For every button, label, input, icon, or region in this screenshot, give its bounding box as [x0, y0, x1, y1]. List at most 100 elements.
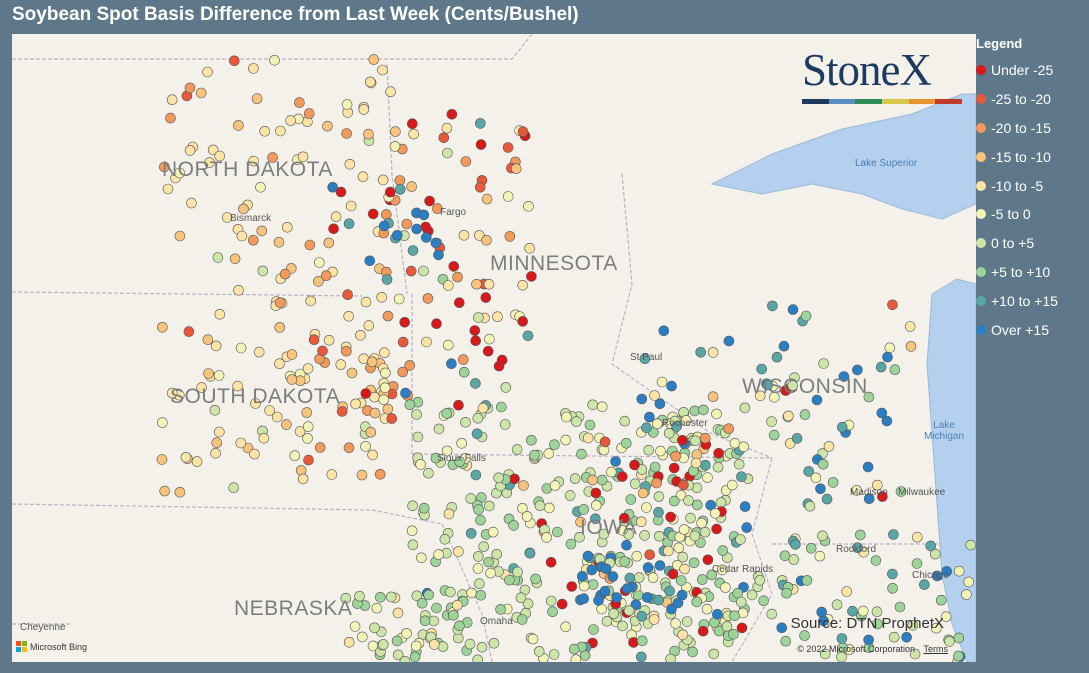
- station-dot[interactable]: [367, 208, 379, 220]
- station-dot[interactable]: [472, 551, 484, 562]
- station-dot[interactable]: [343, 442, 355, 454]
- station-dot[interactable]: [394, 175, 406, 186]
- station-dot[interactable]: [431, 318, 442, 330]
- station-dot[interactable]: [458, 366, 470, 378]
- station-dot[interactable]: [678, 479, 689, 491]
- station-dot[interactable]: [376, 291, 388, 303]
- station-dot[interactable]: [817, 530, 828, 542]
- station-dot[interactable]: [470, 469, 482, 481]
- station-dot[interactable]: [255, 182, 266, 193]
- station-dot[interactable]: [502, 142, 514, 153]
- station-dot[interactable]: [354, 590, 365, 602]
- station-dot[interactable]: [397, 336, 409, 348]
- station-dot[interactable]: [610, 456, 621, 467]
- station-dot[interactable]: [787, 380, 799, 391]
- station-dot[interactable]: [570, 654, 582, 662]
- station-dot[interactable]: [297, 151, 309, 163]
- station-dot[interactable]: [289, 450, 301, 462]
- station-dot[interactable]: [560, 434, 572, 446]
- station-dot[interactable]: [699, 432, 711, 444]
- terms-link[interactable]: Terms: [923, 644, 949, 654]
- station-dot[interactable]: [575, 516, 586, 528]
- station-dot[interactable]: [186, 197, 197, 209]
- station-dot[interactable]: [286, 374, 298, 385]
- station-dot[interactable]: [364, 76, 376, 88]
- station-dot[interactable]: [717, 545, 729, 556]
- station-dot[interactable]: [382, 310, 394, 322]
- station-dot[interactable]: [768, 429, 780, 441]
- station-dot[interactable]: [183, 326, 195, 337]
- station-dot[interactable]: [766, 608, 778, 620]
- station-dot[interactable]: [729, 437, 741, 449]
- station-dot[interactable]: [905, 341, 917, 352]
- station-dot[interactable]: [229, 55, 240, 67]
- station-dot[interactable]: [688, 557, 700, 569]
- station-dot[interactable]: [767, 300, 778, 312]
- station-dot[interactable]: [754, 390, 766, 402]
- station-dot[interactable]: [621, 583, 633, 594]
- station-dot[interactable]: [393, 293, 405, 305]
- station-dot[interactable]: [803, 466, 815, 477]
- station-dot[interactable]: [214, 426, 225, 438]
- station-dot[interactable]: [472, 654, 483, 662]
- station-dot[interactable]: [385, 86, 396, 98]
- station-dot[interactable]: [556, 598, 568, 610]
- station-dot[interactable]: [569, 473, 581, 485]
- station-dot[interactable]: [302, 433, 313, 444]
- station-dot[interactable]: [377, 639, 389, 650]
- station-dot[interactable]: [323, 334, 335, 346]
- station-dot[interactable]: [680, 415, 692, 426]
- station-dot[interactable]: [379, 382, 391, 394]
- station-dot[interactable]: [313, 257, 325, 268]
- station-dot[interactable]: [736, 471, 747, 483]
- station-dot[interactable]: [649, 390, 660, 401]
- station-dot[interactable]: [623, 605, 635, 617]
- station-dot[interactable]: [485, 567, 496, 579]
- station-dot[interactable]: [543, 502, 555, 514]
- station-dot[interactable]: [887, 582, 898, 594]
- station-dot[interactable]: [473, 504, 484, 515]
- station-dot[interactable]: [711, 523, 722, 535]
- station-dot[interactable]: [670, 450, 681, 462]
- station-dot[interactable]: [174, 486, 186, 498]
- station-dot[interactable]: [448, 609, 459, 621]
- station-dot[interactable]: [367, 449, 378, 461]
- station-dot[interactable]: [377, 64, 388, 76]
- station-dot[interactable]: [191, 456, 203, 467]
- station-dot[interactable]: [909, 648, 921, 660]
- station-dot[interactable]: [259, 126, 270, 137]
- station-dot[interactable]: [636, 635, 648, 647]
- station-dot[interactable]: [159, 485, 170, 497]
- station-dot[interactable]: [416, 597, 428, 609]
- station-dot[interactable]: [779, 550, 791, 562]
- station-dot[interactable]: [599, 585, 611, 597]
- station-dot[interactable]: [726, 479, 738, 491]
- station-dot[interactable]: [675, 575, 687, 586]
- station-dot[interactable]: [889, 364, 901, 376]
- station-dot[interactable]: [545, 595, 557, 607]
- station-dot[interactable]: [881, 415, 893, 427]
- station-dot[interactable]: [453, 546, 464, 557]
- station-dot[interactable]: [379, 347, 390, 359]
- station-dot[interactable]: [303, 108, 315, 119]
- station-dot[interactable]: [656, 376, 668, 388]
- station-dot[interactable]: [707, 347, 719, 358]
- station-dot[interactable]: [343, 310, 355, 322]
- station-dot[interactable]: [493, 472, 504, 484]
- station-dot[interactable]: [690, 435, 701, 447]
- station-dot[interactable]: [628, 637, 639, 648]
- station-dot[interactable]: [317, 345, 328, 357]
- station-dot[interactable]: [470, 378, 481, 389]
- station-dot[interactable]: [445, 586, 456, 598]
- station-dot[interactable]: [636, 393, 648, 405]
- station-dot[interactable]: [391, 635, 403, 647]
- station-dot[interactable]: [653, 530, 665, 542]
- station-dot[interactable]: [941, 566, 953, 577]
- station-dot[interactable]: [420, 221, 432, 233]
- station-dot[interactable]: [863, 634, 874, 646]
- station-dot[interactable]: [303, 454, 314, 466]
- station-dot[interactable]: [406, 181, 418, 192]
- station-dot[interactable]: [267, 152, 278, 163]
- station-dot[interactable]: [643, 444, 655, 456]
- station-dot[interactable]: [756, 363, 768, 375]
